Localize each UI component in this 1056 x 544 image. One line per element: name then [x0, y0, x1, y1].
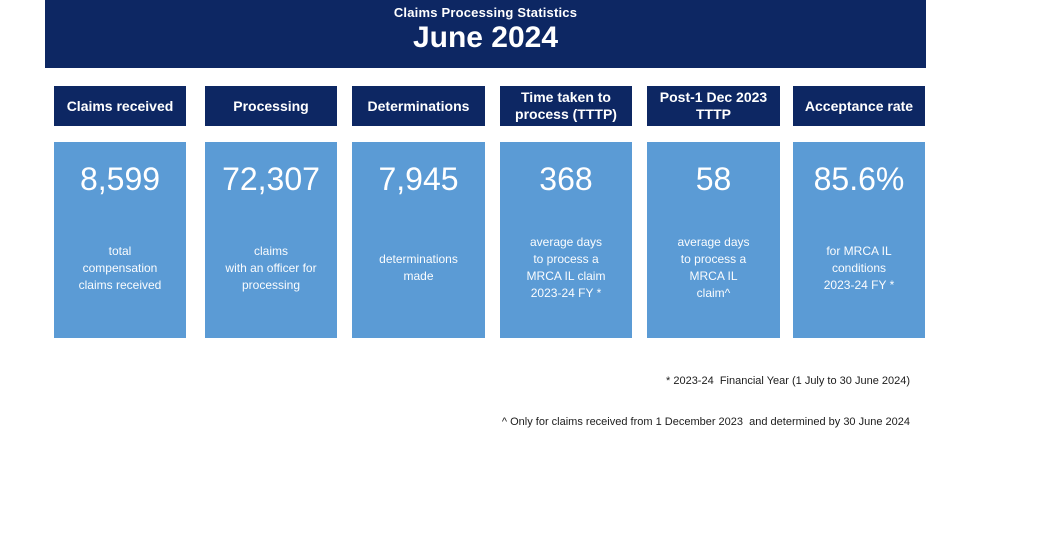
stat-card: 72,307 claims with an officer for proces… [205, 142, 337, 338]
stat-description: for MRCA IL conditions 2023-24 FY * [823, 243, 895, 292]
stat-card: 85.6% for MRCA IL conditions 2023-24 FY … [793, 142, 925, 338]
stat-value: 7,945 [378, 161, 459, 197]
stat-column-header: Determinations [352, 86, 485, 126]
stat-card: 58 average days to process a MRCA IL cla… [647, 142, 780, 338]
stat-value: 58 [695, 161, 732, 197]
footnote-line-2: ^ Only for claims received from 1 Decemb… [501, 415, 910, 428]
stat-value: 368 [539, 161, 593, 197]
stat-value: 8,599 [79, 161, 161, 197]
stat-description: claims with an officer for processing [225, 243, 317, 292]
stat-column: Time taken to process (TTTP) 368 average… [500, 86, 632, 338]
stat-column-header: Claims received [54, 86, 186, 126]
stat-card: 7,945 determinations made [352, 142, 485, 338]
footnote-line-1: * 2023-24 Financial Year (1 July to 30 J… [666, 374, 910, 387]
stat-description: average days to process a MRCA IL claim … [526, 235, 606, 301]
stat-column-header: Post-1 Dec 2023 TTTP [647, 86, 780, 126]
page-title: June 2024 [412, 21, 559, 54]
page-subtitle: Claims Processing Statistics [393, 5, 578, 20]
stat-column: Processing 72,307 claims with an officer… [205, 86, 337, 338]
stat-value: 72,307 [222, 161, 320, 197]
stat-column-header: Processing [205, 86, 337, 126]
stat-column: Claims received 8,599 total compensation… [54, 86, 186, 338]
footnotes: * 2023-24 Financial Year (1 July to 30 J… [502, 347, 910, 457]
stat-description: average days to process a MRCA IL claim^ [677, 235, 750, 301]
stat-column: Acceptance rate 85.6% for MRCA IL condit… [793, 86, 925, 338]
stat-card: 8,599 total compensation claims received [54, 142, 186, 338]
stat-column: Post-1 Dec 2023 TTTP 58 average days to … [647, 86, 780, 338]
stat-card: 368 average days to process a MRCA IL cl… [500, 142, 632, 338]
stat-value: 85.6% [813, 161, 905, 197]
stat-column: Determinations 7,945 determinations made [352, 86, 485, 338]
stat-description: total compensation claims received [78, 243, 162, 292]
stat-description: determinations made [379, 252, 458, 284]
stat-column-header: Time taken to process (TTTP) [500, 86, 632, 126]
header-banner: Claims Processing Statistics June 2024 [45, 0, 926, 68]
stat-column-header: Acceptance rate [793, 86, 925, 126]
